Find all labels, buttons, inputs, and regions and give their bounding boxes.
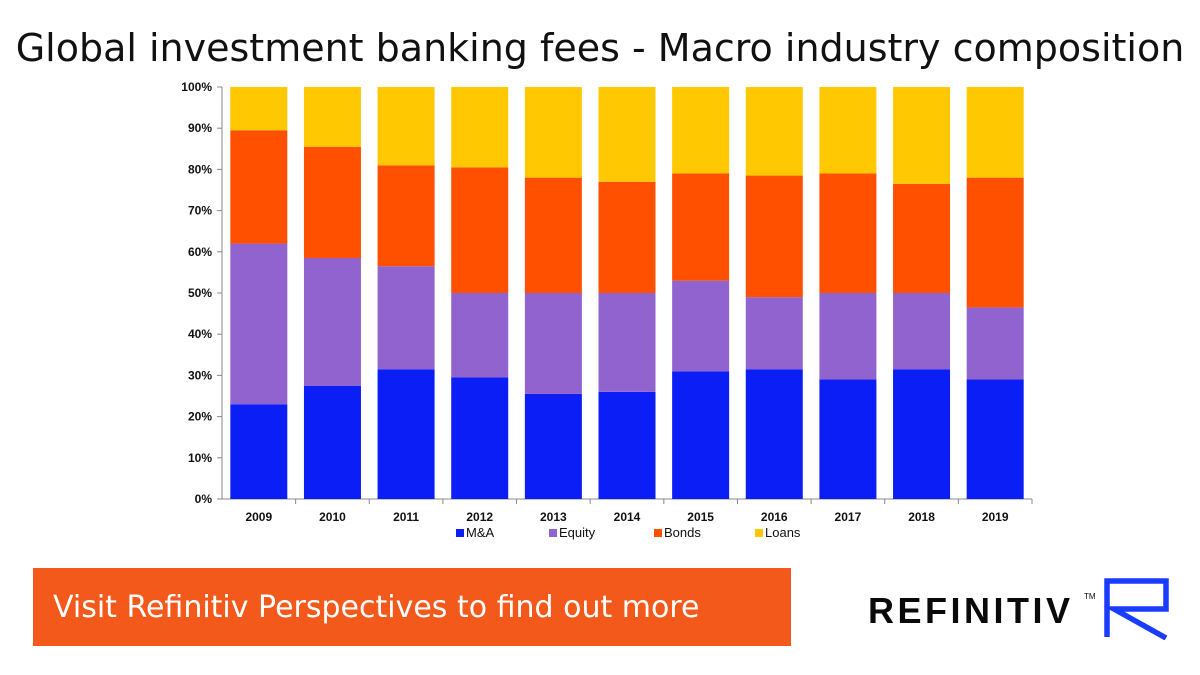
y-tick-label: 80%: [188, 162, 212, 176]
bar-segment: [966, 379, 1024, 499]
legend-swatch: [549, 529, 557, 537]
bar-segment: [672, 87, 730, 174]
bar-segment: [819, 379, 877, 499]
x-tick-label: 2017: [835, 510, 862, 524]
bar-segment: [966, 87, 1024, 178]
bar-segment: [377, 87, 435, 166]
bar-segment: [672, 371, 730, 499]
bar-segment: [745, 87, 803, 176]
bar-segment: [819, 87, 877, 174]
brand-trademark: TM: [1084, 592, 1096, 601]
bar-segment: [524, 393, 582, 499]
bar-segment: [451, 87, 509, 168]
x-tick-label: 2016: [761, 510, 788, 524]
refinitiv-r-logo-icon: [1103, 578, 1169, 640]
bar-segment: [303, 146, 361, 258]
bar-segment: [966, 307, 1024, 380]
bar-segment: [230, 243, 288, 405]
y-tick-label: 0%: [195, 492, 213, 506]
y-tick-label: 50%: [188, 286, 212, 300]
bar-segment: [745, 175, 803, 298]
visit-perspectives-button[interactable]: Visit Refinitiv Perspectives to find out…: [33, 568, 791, 646]
bar-segment: [230, 130, 288, 244]
legend-swatch: [755, 529, 763, 537]
y-tick-label: 20%: [188, 410, 212, 424]
bar-segment: [893, 369, 951, 499]
bar-segment: [524, 177, 582, 293]
bar-segment: [230, 87, 288, 131]
x-tick-label: 2013: [540, 510, 567, 524]
x-tick-label: 2010: [319, 510, 346, 524]
x-tick-label: 2012: [466, 510, 493, 524]
bar-segment: [598, 87, 656, 182]
bar-segment: [966, 177, 1024, 308]
bar-segment: [303, 257, 361, 386]
bar-segment: [819, 173, 877, 293]
bar-segment: [672, 280, 730, 372]
bar-segment: [524, 87, 582, 178]
bar-segment: [893, 87, 951, 184]
legend-label: Equity: [559, 525, 596, 540]
legend-label: M&A: [466, 525, 495, 540]
bar-segment: [303, 87, 361, 147]
y-tick-label: 40%: [188, 327, 212, 341]
bar-segment: [451, 293, 509, 378]
bar-segment: [893, 293, 951, 370]
bar-segment: [598, 391, 656, 499]
x-tick-label: 2015: [687, 510, 714, 524]
bar-segment: [451, 377, 509, 499]
legend-swatch: [654, 529, 662, 537]
x-tick-label: 2011: [393, 510, 419, 524]
bar-segment: [524, 293, 582, 394]
page-title: Global investment banking fees - Macro i…: [15, 26, 1185, 70]
bar-segment: [377, 266, 435, 370]
y-tick-label: 70%: [188, 204, 212, 218]
x-tick-label: 2019: [982, 510, 1009, 524]
bar-segment: [303, 385, 361, 499]
bar-segment: [893, 183, 951, 293]
y-tick-label: 90%: [188, 121, 212, 135]
bar-segment: [598, 181, 656, 293]
y-tick-label: 10%: [188, 451, 212, 465]
bar-segment: [745, 297, 803, 370]
refinitiv-brand[interactable]: REFINITIV TM: [866, 576, 1176, 640]
bar-segment: [672, 173, 730, 281]
x-tick-label: 2009: [245, 510, 272, 524]
bar-segment: [377, 369, 435, 499]
y-tick-label: 30%: [188, 368, 212, 382]
bar-segment: [745, 369, 803, 499]
legend-label: Bonds: [664, 525, 701, 540]
y-tick-label: 100%: [181, 80, 212, 94]
x-tick-label: 2018: [908, 510, 935, 524]
bar-segment: [598, 293, 656, 392]
bar-segment: [451, 167, 509, 293]
bar-segment: [230, 404, 288, 499]
y-tick-label: 60%: [188, 245, 212, 259]
legend-label: Loans: [765, 525, 801, 540]
stacked-bar-chart: 0% 10% 20% 30% 40% 50% 60% 70% 80% 90% 100% 2009 201…: [181, 80, 1033, 540]
bar-segment: [377, 165, 435, 267]
bar-segment: [819, 293, 877, 380]
brand-wordmark: REFINITIV: [868, 590, 1074, 631]
x-tick-label: 2014: [614, 510, 641, 524]
visit-perspectives-label: Visit Refinitiv Perspectives to find out…: [53, 589, 700, 625]
legend-swatch: [456, 529, 464, 537]
